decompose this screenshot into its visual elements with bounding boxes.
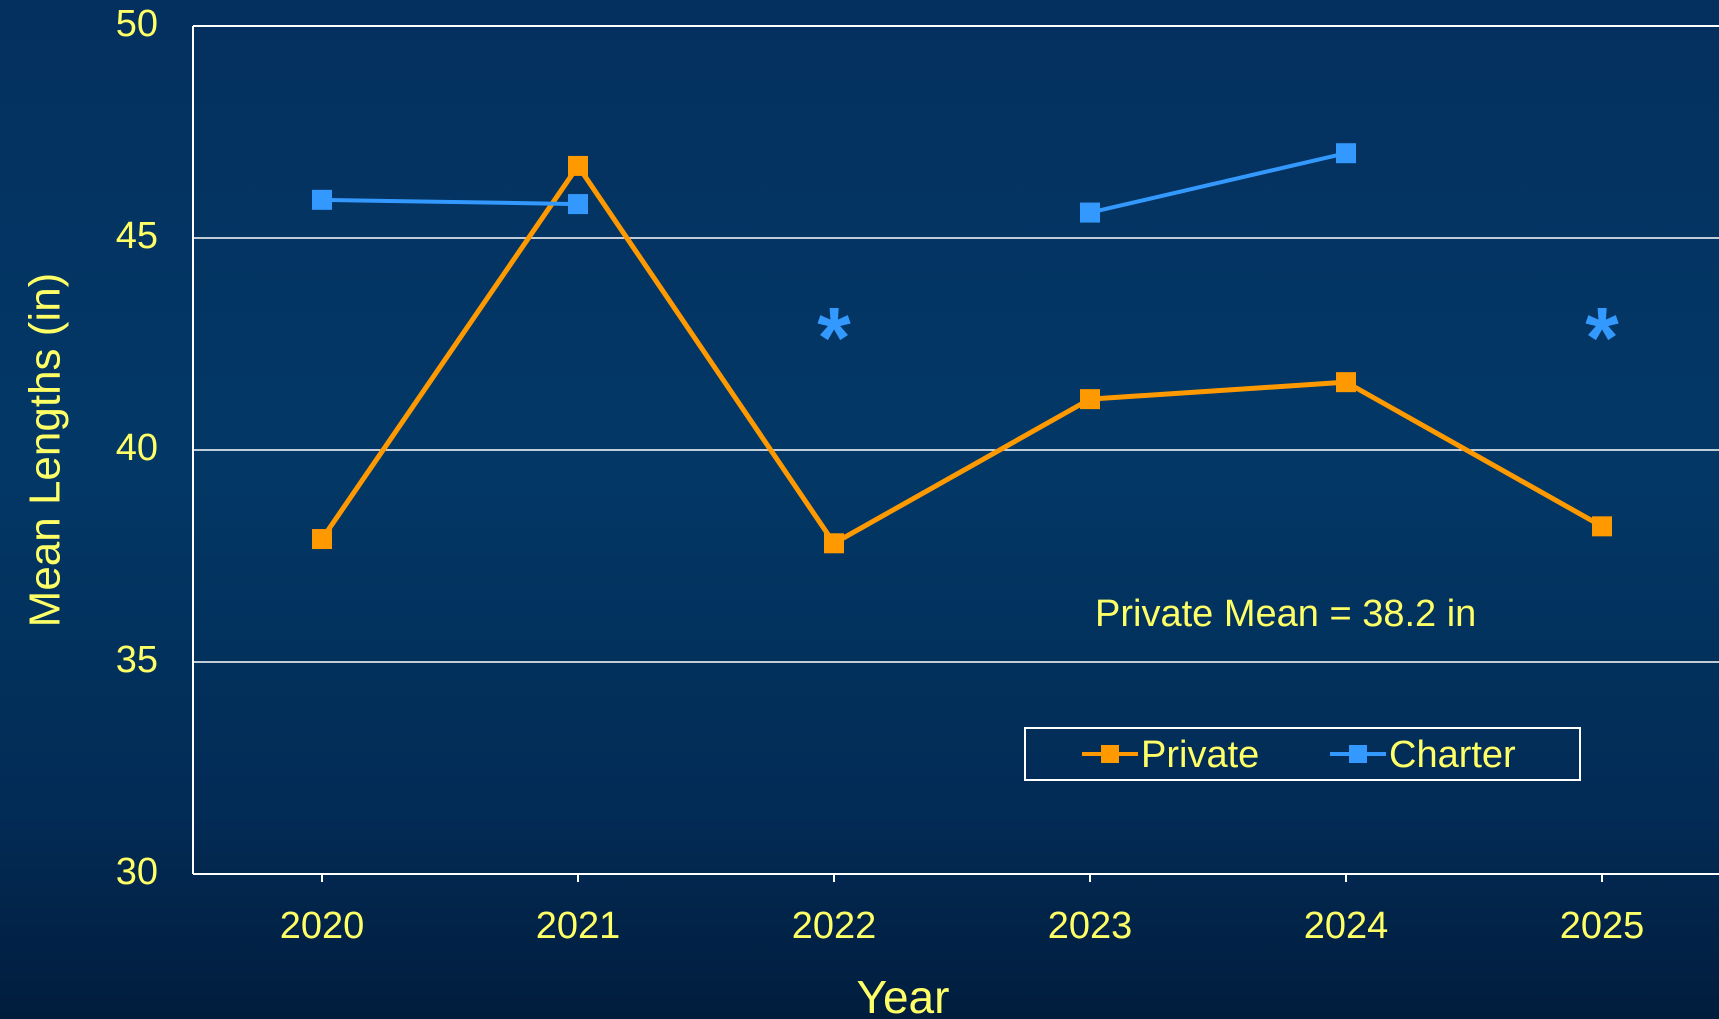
- point-private-2021: [568, 155, 588, 176]
- y-tick-label-40: 40: [116, 427, 158, 469]
- x-axis-title: Year: [857, 971, 950, 1019]
- legend-item-private: Private: [1082, 734, 1259, 776]
- point-private-2024: [1336, 372, 1356, 393]
- legend-marker-charter: [1349, 745, 1367, 763]
- series-line-charter-2020-2021: [320, 197, 580, 207]
- series-line-private-2021-2022: [575, 163, 837, 546]
- series-line-private-2024-2025: [1343, 379, 1605, 529]
- point-private-2020: [312, 529, 332, 550]
- x-tick-label-2022: 2022: [792, 905, 877, 947]
- y-axis-title: Mean Lengths (in): [21, 273, 70, 628]
- gridlines: [193, 237, 1719, 663]
- x-tick-label-2024: 2024: [1304, 905, 1389, 947]
- x-tick-label-2020: 2020: [280, 905, 365, 947]
- y-tick-label-30: 30: [116, 851, 158, 893]
- no-data-star-2025: *: [1585, 290, 1619, 386]
- series-charter: [312, 143, 1356, 223]
- legend-label-private: Private: [1141, 734, 1259, 776]
- point-private-2022: [824, 533, 844, 554]
- y-tick-label-35: 35: [116, 639, 158, 681]
- private-mean-annotation: Private Mean = 38.2 in: [1095, 593, 1476, 635]
- point-private-2023: [1080, 389, 1100, 410]
- series-private: [312, 155, 1612, 554]
- legend: Private Charter: [1024, 727, 1581, 781]
- point-charter-2024: [1336, 143, 1356, 164]
- y-tick-label-50: 50: [116, 3, 158, 45]
- axes: [192, 25, 1719, 875]
- point-charter-2020: [312, 189, 332, 210]
- no-data-star-2022: *: [817, 290, 851, 386]
- x-tick-label-2025: 2025: [1560, 905, 1645, 947]
- series-layer: [312, 143, 1612, 554]
- legend-marker-private: [1101, 745, 1119, 763]
- x-tick-label-2021: 2021: [536, 905, 621, 947]
- series-line-charter-2023-2024: [1088, 151, 1348, 215]
- point-private-2025: [1592, 516, 1612, 537]
- missing-data-markers: * *: [817, 290, 1619, 386]
- legend-item-charter: Charter: [1330, 734, 1516, 776]
- series-line-private-2022-2023: [831, 396, 1093, 546]
- legend-label-charter: Charter: [1389, 734, 1516, 776]
- x-tick-labels: 2020 2021 2022 2023 2024 2025: [280, 874, 1645, 947]
- point-charter-2021: [568, 194, 588, 215]
- y-tick-label-45: 45: [116, 215, 158, 257]
- series-line-private-2023-2024: [1087, 379, 1349, 402]
- series-line-private-2020-2021: [319, 163, 581, 542]
- x-tick-label-2023: 2023: [1048, 905, 1133, 947]
- point-charter-2023: [1080, 202, 1100, 223]
- legend-box: [1024, 727, 1581, 781]
- y-tick-labels: 30 35 40 45 50: [116, 3, 158, 893]
